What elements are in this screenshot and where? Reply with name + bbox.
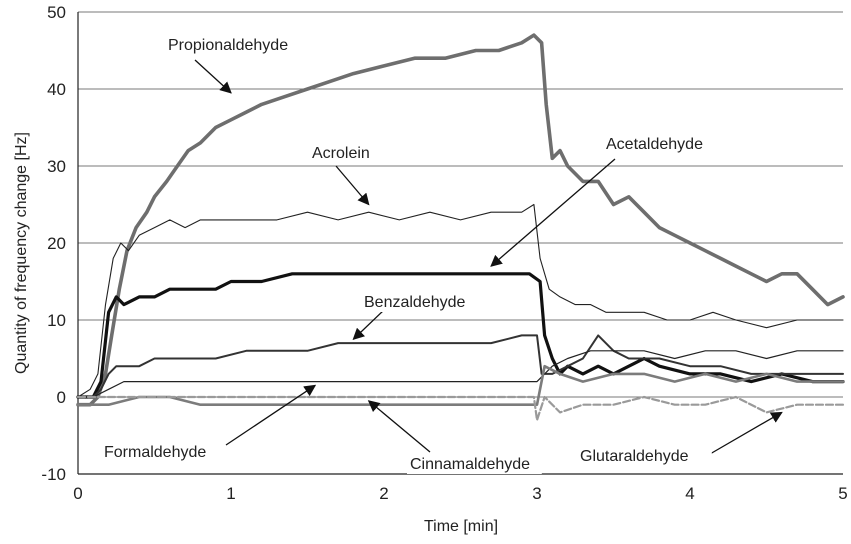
y-axis-title: Quantity of frequency change [Hz] bbox=[13, 132, 30, 374]
x-tick-label: 4 bbox=[685, 484, 694, 503]
annotation-label-bg bbox=[407, 454, 542, 474]
y-tick-label: 0 bbox=[57, 388, 66, 407]
series-line-acetaldehyde bbox=[76, 272, 845, 399]
series-line-acrolein bbox=[77, 203, 844, 398]
annotation-arrow-benzaldehyde bbox=[352, 309, 385, 341]
y-tick-label: 20 bbox=[47, 234, 66, 253]
annotation-label-bg bbox=[577, 446, 712, 466]
annotation-label-formaldehyde: Formaldehyde bbox=[104, 444, 206, 461]
annotation-label-glutaraldehyde: Glutaraldehyde bbox=[580, 448, 689, 465]
annotation-label-acrolein: Acrolein bbox=[312, 145, 370, 162]
annotation-arrow-formaldehyde bbox=[225, 384, 317, 446]
annotation-arrow-propionaldehyde bbox=[194, 59, 232, 94]
y-tick-label: -10 bbox=[41, 465, 66, 484]
series-line-formaldehyde bbox=[77, 350, 844, 398]
x-tick-label: 5 bbox=[838, 484, 847, 503]
annotation-label-bg bbox=[361, 292, 478, 312]
x-tick-label: 1 bbox=[226, 484, 235, 503]
x-axis-title: Time [min] bbox=[424, 518, 498, 535]
y-tick-label: 40 bbox=[47, 80, 66, 99]
annotation-arrow-acetaldehyde bbox=[490, 158, 616, 267]
x-tick-label: 3 bbox=[532, 484, 541, 503]
y-tick-label: 50 bbox=[47, 3, 66, 22]
annotation-arrow-glutaraldehyde bbox=[709, 411, 783, 455]
y-tick-label: 30 bbox=[47, 157, 66, 176]
annotation-label-bg bbox=[101, 442, 218, 462]
tick-labels: -10 0 10 20 30 40 50 0 1 2 3 4 5 bbox=[41, 3, 847, 503]
annotation-arrow-acrolein bbox=[335, 165, 370, 206]
annotation-label-cinnamaldehyde: Cinnamaldehyde bbox=[410, 456, 530, 473]
annotation-label-bg bbox=[165, 35, 309, 55]
series-group bbox=[76, 33, 845, 422]
annotation-label-propionaldehyde: Propionaldehyde bbox=[168, 37, 288, 54]
y-tick-label: 10 bbox=[47, 311, 66, 330]
annotation-label-bg bbox=[309, 143, 389, 163]
series-line-propionaldehyde bbox=[76, 33, 845, 407]
x-tick-label: 2 bbox=[379, 484, 388, 503]
series-line-cinnamaldehyde bbox=[76, 364, 845, 407]
annotation-label-bg bbox=[603, 134, 720, 154]
annotation-label-benzaldehyde: Benzaldehyde bbox=[364, 294, 466, 311]
annotation-label-acetaldehyde: Acetaldehyde bbox=[606, 136, 703, 153]
x-tick-label: 0 bbox=[73, 484, 82, 503]
annotation-arrow-cinnamaldehyde bbox=[367, 400, 431, 453]
series-line-benzaldehyde bbox=[77, 334, 844, 398]
series-line-glutaraldehyde bbox=[76, 395, 845, 422]
annotations: Propionaldehyde Acrolein Acetaldehyde Benza… bbox=[101, 35, 783, 474]
